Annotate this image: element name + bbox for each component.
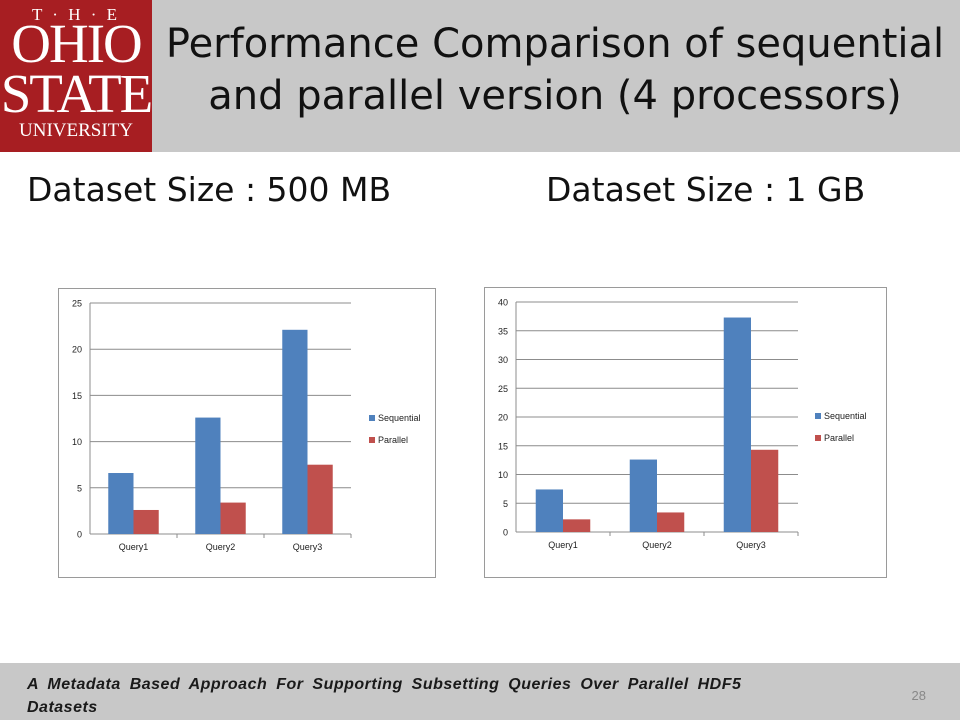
x-tick-label: Query1	[548, 540, 578, 550]
footer-title: A Metadata Based Approach For Supporting…	[27, 676, 742, 716]
right-dataset-heading: Dataset Size : 1 GB	[546, 170, 866, 209]
footer-bar: A Metadata Based Approach For Supporting…	[0, 663, 960, 720]
chart-1gb: 0 5 10 15 20 25 30 35 40 Query1 Query2 Query3 Sequen…	[498, 298, 867, 551]
bar-sequential-query3	[723, 317, 751, 532]
y-tick-label: 20	[498, 413, 508, 423]
y-tick-label: 5	[77, 483, 82, 493]
slide-title-line2: and parallel version (4 processors)	[208, 73, 902, 119]
legend-label-sequential: Sequential	[824, 411, 867, 421]
y-tick-label: 40	[498, 298, 508, 308]
bar-parallel-query2	[220, 502, 246, 534]
bar-parallel-query1	[563, 519, 591, 532]
y-tick-label: 25	[498, 384, 508, 394]
y-tick-label: 0	[77, 530, 82, 540]
legend-swatch-sequential	[369, 415, 375, 421]
chart-500mb: 0 5 10 15 20 25 Query1 Query2 Query3 Sequential Pa…	[72, 299, 421, 553]
legend-swatch-sequential	[815, 413, 821, 419]
chart-1gb-frame: 0 5 10 15 20 25 30 35 40 Query1 Query2 Query3 Sequen…	[484, 287, 887, 578]
y-tick-label: 10	[72, 437, 82, 447]
legend-label-parallel: Parallel	[824, 433, 854, 443]
bar-sequential-query1	[108, 473, 134, 534]
y-tick-label: 15	[72, 391, 82, 401]
logo-the: T · H · E	[31, 5, 121, 24]
legend-swatch-parallel	[815, 435, 821, 441]
y-tick-label: 5	[503, 499, 508, 509]
bar-sequential-query2	[629, 459, 657, 532]
y-tick-label: 25	[72, 299, 82, 309]
bar-parallel-query3	[751, 449, 779, 532]
x-tick-label: Query2	[642, 540, 672, 550]
slide-title: Performance Comparison of sequential and…	[160, 18, 950, 122]
legend-label-sequential: Sequential	[378, 413, 421, 423]
y-tick-label: 30	[498, 355, 508, 365]
page-number: 28	[911, 688, 926, 703]
x-tick-label: Query2	[206, 542, 236, 552]
bar-sequential-query2	[195, 417, 221, 534]
y-tick-label: 0	[503, 528, 508, 538]
header-bar: T · H · E OHIO STATE UNIVERSITY Performa…	[0, 0, 960, 152]
bar-sequential-query1	[535, 489, 563, 532]
logo-university: UNIVERSITY	[19, 120, 133, 141]
chart-500mb-frame: 0 5 10 15 20 25 Query1 Query2 Query3 Sequential Pa…	[58, 288, 436, 578]
slide-title-line1: Performance Comparison of sequential	[165, 21, 945, 67]
legend-swatch-parallel	[369, 437, 375, 443]
bar-parallel-query2	[657, 512, 685, 532]
y-tick-label: 35	[498, 326, 508, 336]
y-tick-label: 20	[72, 345, 82, 355]
bar-sequential-query3	[282, 329, 308, 534]
y-tick-label: 10	[498, 470, 508, 480]
legend-label-parallel: Parallel	[378, 435, 408, 445]
y-tick-label: 15	[498, 441, 508, 451]
bar-parallel-query1	[133, 509, 159, 534]
logo-ohio: OHIO	[11, 13, 142, 74]
x-tick-label: Query3	[293, 542, 323, 552]
logo-state: STATE	[0, 63, 154, 124]
x-tick-label: Query1	[119, 542, 149, 552]
left-dataset-heading: Dataset Size : 500 MB	[27, 170, 392, 209]
university-logo: T · H · E OHIO STATE UNIVERSITY	[0, 0, 154, 152]
x-tick-label: Query3	[736, 540, 766, 550]
bar-parallel-query3	[307, 464, 333, 534]
